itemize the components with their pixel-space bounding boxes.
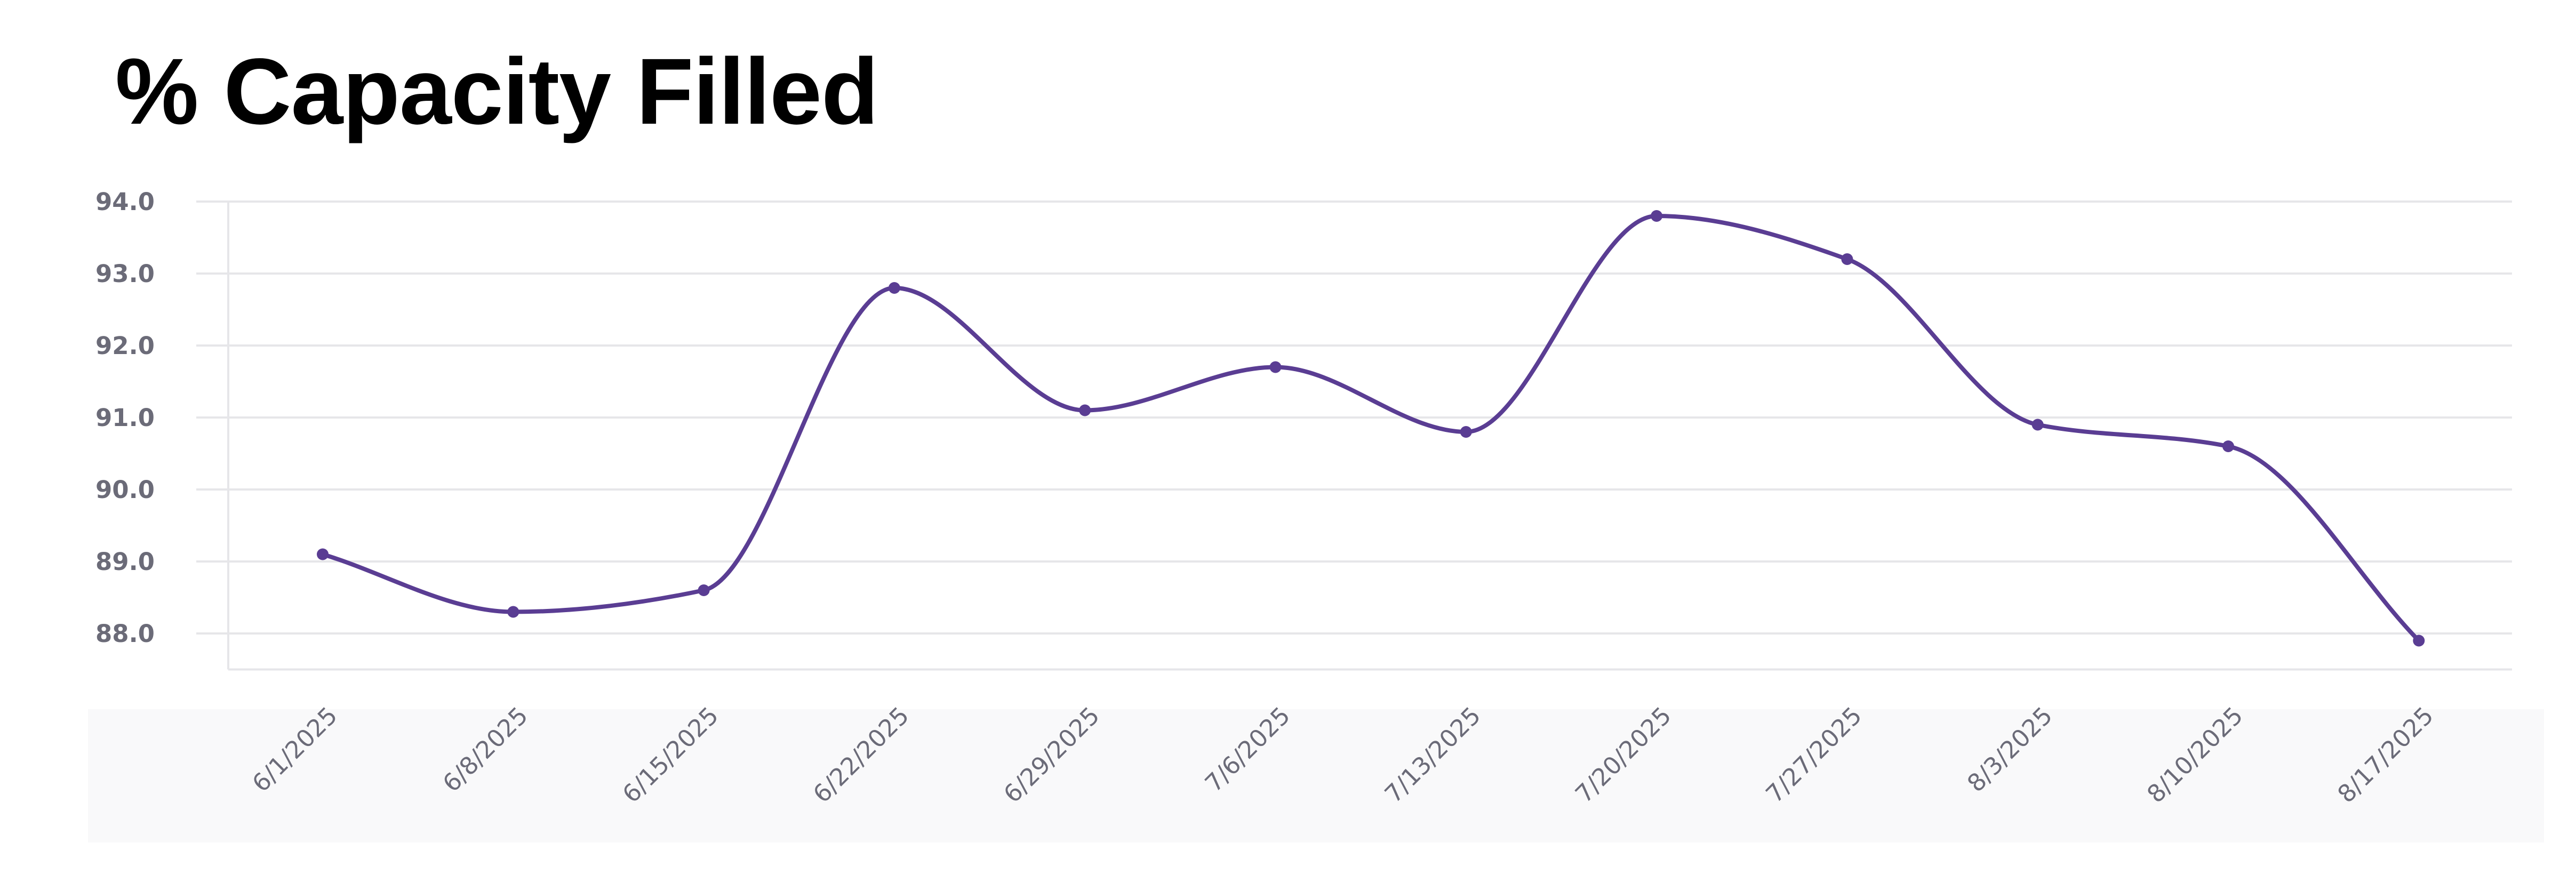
data-point[interactable] [1841, 253, 1853, 265]
x-axis-band [88, 709, 2544, 842]
data-point[interactable] [317, 548, 329, 560]
data-point[interactable] [2413, 635, 2425, 647]
data-point[interactable] [1269, 361, 1282, 373]
data-point[interactable] [507, 606, 519, 618]
data-point[interactable] [698, 584, 710, 596]
data-point[interactable] [2031, 419, 2044, 431]
data-point[interactable] [888, 282, 900, 294]
series-lines [321, 214, 2421, 643]
data-point[interactable] [2222, 440, 2234, 452]
data-point[interactable] [1460, 426, 1472, 438]
data-point[interactable] [1651, 210, 1663, 222]
y-tick-label: 94.0 [95, 188, 155, 216]
y-tick-label: 91.0 [95, 404, 155, 432]
data-points [317, 210, 2425, 647]
y-tick-label: 93.0 [95, 260, 155, 288]
chart-title: % Capacity Filled [115, 39, 879, 144]
data-point[interactable] [1079, 404, 1091, 416]
y-tick-label: 89.0 [95, 548, 155, 576]
y-tick-label: 88.0 [95, 620, 155, 648]
y-tick-label: 92.0 [95, 332, 155, 360]
axes [227, 202, 2512, 671]
series-line [321, 214, 2421, 643]
grid-lines [196, 200, 2512, 635]
y-tick-labels: 88.0 89.0 90.0 91.0 92.0 93.0 94.0 [95, 188, 155, 648]
y-tick-label: 90.0 [95, 476, 155, 504]
